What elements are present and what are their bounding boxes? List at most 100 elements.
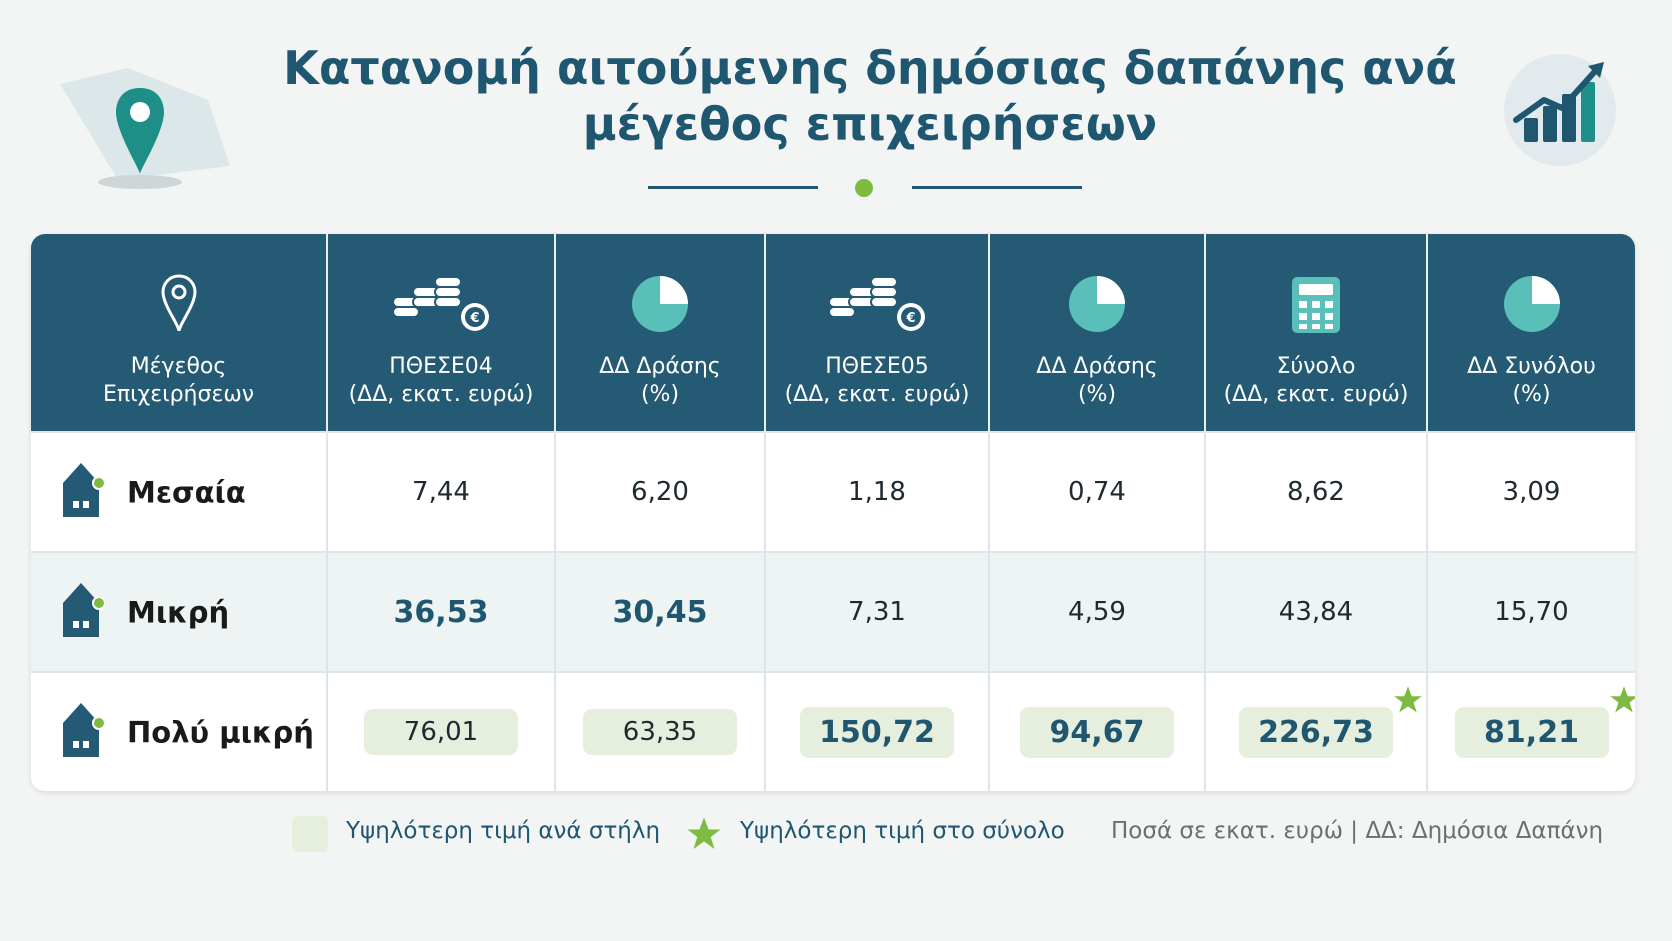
column-header-line2: Επιχειρήσεων — [102, 382, 255, 407]
table-cell: 1,18 — [765, 431, 990, 552]
column-header-3: € ΠΘΕΣΕ05 (ΔΔ, εκατ. ευρώ) — [765, 234, 990, 432]
coins-euro-icon: € — [770, 269, 984, 343]
column-header-1: € ΠΘΕΣΕ04 (ΔΔ, εκατ. ευρώ) — [327, 234, 556, 432]
column-header-line1: ΠΘΕΣΕ05 — [825, 354, 929, 379]
map-pin-decoration-icon — [60, 68, 230, 189]
cell-value: 94,67 — [1049, 714, 1145, 750]
column-header-line2: (ΔΔ, εκατ. ευρώ) — [348, 382, 534, 407]
data-table: Μέγεθος Επιχειρήσεων € ΠΘΕΣΕ04 (ΔΔ, εκατ. ευ… — [31, 234, 1635, 791]
cell-value: 81,21 — [1484, 714, 1579, 750]
highlighted-value: 81,21 — [1454, 685, 1635, 758]
cell-value: 3,09 — [1502, 477, 1561, 507]
table-cell: 3,09 — [1427, 431, 1635, 552]
table-cell: 30,45 — [555, 551, 766, 672]
column-header-5: Σύνολο (ΔΔ, εκατ. ευρώ) — [1205, 234, 1428, 432]
table-cell: 76,01 — [327, 671, 556, 791]
column-header-line1: ΔΔ Συνόλου — [1467, 354, 1596, 379]
table-cell: 4,59 — [989, 551, 1206, 672]
row-label-cell: Μικρή — [31, 551, 328, 672]
table-cell: 150,72 — [765, 671, 990, 791]
table-cell: 81,21 — [1427, 671, 1635, 791]
highlighted-value: 76,01 — [364, 709, 518, 755]
cell-value: 36,53 — [393, 594, 489, 630]
cell-value: 43,84 — [1278, 597, 1354, 627]
table-cell: 0,74 — [989, 431, 1206, 552]
legend-column-max: Υψηλότερη τιμή ανά στήλη — [346, 818, 661, 844]
star-icon — [1393, 685, 1423, 723]
building-icon — [61, 699, 106, 766]
title-divider-dot — [855, 179, 873, 197]
table-cell: 7,44 — [327, 431, 556, 552]
title-divider-right — [912, 186, 1082, 189]
cell-value: 15,70 — [1494, 597, 1569, 627]
title-line-1: Κατανομή αιτούμενης δημόσιας δαπάνης ανά — [283, 41, 1457, 95]
cell-value: 150,72 — [819, 714, 935, 750]
table-cell: 8,62 — [1205, 431, 1428, 552]
svg-text:€: € — [905, 311, 915, 326]
title-divider-left — [648, 186, 818, 189]
pie-chart-icon — [1432, 273, 1631, 343]
cell-value: 1,18 — [848, 477, 906, 507]
legend-overall-max: Υψηλότερη τιμή στο σύνολο — [740, 818, 1065, 844]
row-label: Πολύ μικρή — [127, 715, 314, 749]
column-header-line2: (%) — [640, 382, 680, 407]
row-label-cell: Μεσαία — [31, 431, 328, 552]
pie-chart-icon — [994, 273, 1200, 343]
cell-value: 0,74 — [1068, 477, 1126, 507]
cell-value: 7,31 — [848, 597, 906, 627]
cell-value: 8,62 — [1287, 477, 1345, 507]
building-icon — [61, 459, 106, 526]
coins-euro-icon: € — [332, 269, 550, 343]
cell-value: 4,59 — [1068, 597, 1126, 627]
table-header-row: Μέγεθος Επιχειρήσεων € ΠΘΕΣΕ04 (ΔΔ, εκατ. ευ… — [31, 234, 1635, 432]
table-cell: 6,20 — [555, 431, 766, 552]
highlighted-value: 150,72 — [800, 706, 954, 758]
star-icon — [1609, 685, 1635, 723]
column-header-2: ΔΔ Δράσης (%) — [555, 234, 766, 432]
table-row: Μεσαία 7,44 6,20 1,18 0,74 8,62 3,09 — [31, 431, 1635, 552]
row-label: Μικρή — [127, 595, 230, 629]
cell-value: 6,20 — [631, 477, 689, 507]
column-header-line2: (%) — [1512, 382, 1551, 407]
column-header-line1: ΠΘΕΣΕ04 — [389, 354, 493, 379]
legend-note: Ποσά σε εκατ. ευρώ | ΔΔ: Δημόσια Δαπάνη — [1111, 818, 1604, 844]
location-pin-icon — [35, 273, 322, 343]
table-cell: 94,67 — [989, 671, 1206, 791]
column-header-line1: Σύνολο — [1276, 354, 1356, 379]
table-row: Μικρή 36,53 30,45 7,31 4,59 43,84 15,70 — [31, 551, 1635, 672]
title-line-2: μέγεθος επιχειρήσεων — [582, 97, 1158, 151]
svg-text:€: € — [469, 311, 479, 326]
cell-value: 226,73 — [1258, 714, 1374, 750]
column-header-0: Μέγεθος Επιχειρήσεων — [31, 234, 328, 432]
building-icon — [61, 579, 106, 646]
table-cell: 15,70 — [1427, 551, 1635, 672]
table-body: Μεσαία 7,44 6,20 1,18 0,74 8,62 3,09 Μικρή 36,53… — [31, 431, 1635, 791]
column-header-line1: ΔΔ Δράσης — [1036, 354, 1158, 379]
table-row: Πολύ μικρή 76,01 63,35 150,72 94,67 226,73 81,… — [31, 671, 1635, 791]
column-header-line1: ΔΔ Δράσης — [599, 354, 721, 379]
column-header-line2: (%) — [1077, 382, 1117, 407]
table-cell: 7,31 — [765, 551, 990, 672]
cell-value: 76,01 — [403, 717, 479, 747]
table-cell: 226,73 — [1205, 671, 1428, 791]
row-label-cell: Πολύ μικρή — [31, 671, 328, 791]
highlighted-value: 226,73 — [1239, 685, 1422, 758]
table-cell: 36,53 — [327, 551, 556, 672]
calculator-icon — [1210, 275, 1422, 343]
cell-value: 7,44 — [412, 477, 470, 507]
row-label: Μεσαία — [127, 475, 246, 509]
cell-value: 30,45 — [612, 594, 708, 630]
page-title: Κατανομή αιτούμενης δημόσιας δαπάνης ανά… — [250, 40, 1490, 152]
table-cell: 63,35 — [555, 671, 766, 791]
cell-value: 63,35 — [622, 717, 698, 747]
column-header-4: ΔΔ Δράσης (%) — [989, 234, 1206, 432]
legend-star-icon — [687, 817, 721, 849]
column-header-line1: Μέγεθος — [130, 354, 227, 379]
pie-chart-icon — [560, 273, 760, 343]
column-header-line2: (ΔΔ, εκατ. ευρώ) — [1223, 382, 1409, 407]
highlighted-value: 94,67 — [1020, 706, 1174, 758]
growth-chart-icon — [1504, 54, 1616, 166]
highlighted-value: 63,35 — [583, 709, 737, 755]
column-header-6: ΔΔ Συνόλου (%) — [1427, 234, 1635, 432]
column-header-line2: (ΔΔ, εκατ. ευρώ) — [784, 382, 970, 407]
